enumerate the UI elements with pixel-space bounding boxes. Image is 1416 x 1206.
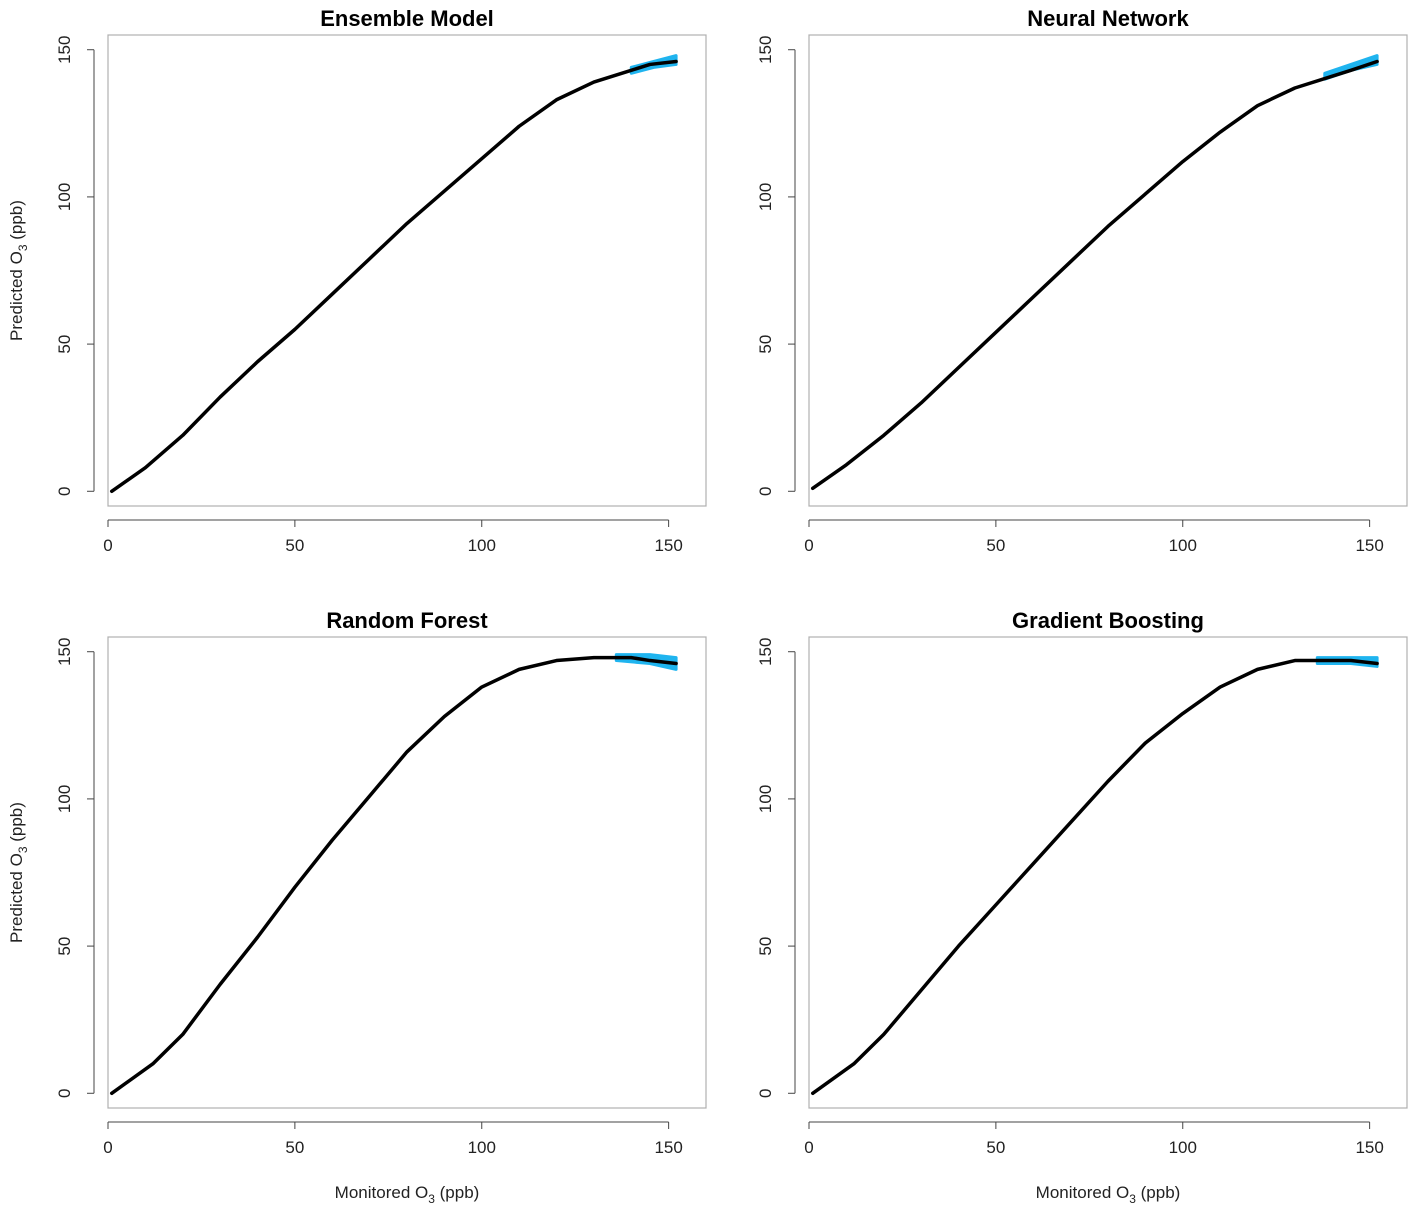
response-curve (810, 658, 1379, 1096)
y-tick-label: 50 (55, 335, 74, 354)
y-tick-label: 50 (756, 335, 775, 354)
x-tick-label: 0 (103, 1138, 112, 1157)
y-tick-label: 150 (55, 36, 74, 64)
x-tick-label: 150 (654, 536, 682, 555)
plot-frame (808, 636, 1408, 1109)
panel-1: Ensemble Model 0 50 100 150 0 50 100 150 Predicte… (7, 6, 707, 555)
x-tick-label: 50 (285, 1138, 304, 1157)
plot-frame (808, 34, 1408, 507)
response-curve (810, 59, 1379, 491)
x-tick-label: 150 (1355, 1138, 1383, 1157)
response-curve (109, 59, 678, 494)
x-axis-label: Monitored O3 (ppb) (335, 1183, 480, 1206)
chart-title: Neural Network (1027, 6, 1189, 31)
response-curve (109, 655, 678, 1096)
panel-3: Random Forest 0 50 100 150 0 50 100 150 Predicted… (7, 608, 707, 1206)
y-tick-label: 100 (756, 785, 775, 813)
y-tick-label: 0 (55, 487, 74, 496)
panel-4: Gradient Boosting 0 50 100 150 0 50 100 150 Monit… (756, 608, 1408, 1206)
chart-title: Random Forest (326, 608, 488, 633)
x-tick-label: 50 (986, 1138, 1005, 1157)
x-tick-label: 50 (285, 536, 304, 555)
x-tick-label: 0 (804, 536, 813, 555)
y-tick-label: 150 (55, 638, 74, 666)
x-tick-label: 0 (103, 536, 112, 555)
x-tick-label: 100 (1169, 536, 1197, 555)
x-axis-label: Monitored O3 (ppb) (1036, 1183, 1181, 1206)
y-tick-label: 0 (756, 487, 775, 496)
y-axis-label: Predicted O3 (ppb) (7, 802, 30, 943)
x-tick-label: 150 (654, 1138, 682, 1157)
x-tick-label: 150 (1355, 536, 1383, 555)
y-tick-label: 100 (756, 183, 775, 211)
x-tick-label: 100 (468, 1138, 496, 1157)
x-tick-label: 0 (804, 1138, 813, 1157)
y-tick-label: 0 (756, 1089, 775, 1098)
x-tick-label: 100 (1169, 1138, 1197, 1157)
x-tick-label: 50 (986, 536, 1005, 555)
panel-2: Neural Network 0 50 100 150 0 50 100 150 (756, 6, 1408, 555)
y-tick-label: 50 (756, 937, 775, 956)
y-tick-label: 150 (756, 36, 775, 64)
y-tick-label: 50 (55, 937, 74, 956)
chart-title: Ensemble Model (320, 6, 494, 31)
x-tick-label: 100 (468, 536, 496, 555)
plot-frame (107, 636, 707, 1109)
y-tick-label: 100 (55, 785, 74, 813)
y-tick-label: 0 (55, 1089, 74, 1098)
chart-title: Gradient Boosting (1012, 608, 1204, 633)
y-axis-label: Predicted O3 (ppb) (7, 200, 30, 341)
plot-frame (107, 34, 707, 507)
y-tick-label: 150 (756, 638, 775, 666)
y-tick-label: 100 (55, 183, 74, 211)
